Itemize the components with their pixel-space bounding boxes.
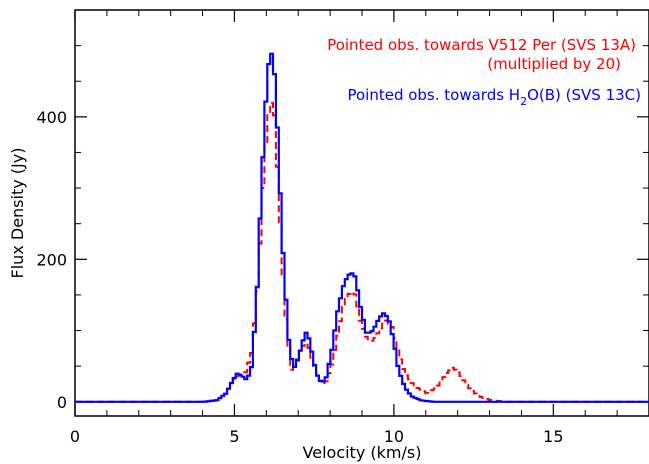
axis-ticks: 0 5 10 15 0 200 400 xyxy=(36,9,649,446)
series-svs13a-line xyxy=(75,101,649,403)
legend-entry-svs13c-suffix: O(B) (SVS 13C) xyxy=(527,86,641,104)
legend-entry-svs13c-prefix: Pointed obs. towards H xyxy=(347,86,520,104)
x-tick-label: 5 xyxy=(229,427,239,446)
legend-entry-svs13c: Pointed obs. towards H2O(B) (SVS 13C) xyxy=(347,86,641,108)
x-tick-label: 15 xyxy=(543,427,563,446)
series-svs13c-line xyxy=(75,52,649,403)
legend-entry-svs13c-sub: 2 xyxy=(520,95,527,108)
series-layer xyxy=(75,52,649,403)
legend-entry-svs13a-note: (multiplied by 20) xyxy=(487,55,621,73)
y-tick-label: 0 xyxy=(57,393,67,412)
legend-entry-svs13a: Pointed obs. towards V512 Per (SVS 13A) xyxy=(327,36,636,54)
x-tick-label: 0 xyxy=(70,427,80,446)
y-axis-label: Flux Density (Jy) xyxy=(8,148,27,279)
x-tick-label: 10 xyxy=(384,427,404,446)
y-tick-label: 400 xyxy=(36,108,67,127)
x-axis-label: Velocity (km/s) xyxy=(303,443,422,462)
y-tick-label: 200 xyxy=(36,250,67,269)
legend: Pointed obs. towards V512 Per (SVS 13A) … xyxy=(327,36,641,108)
